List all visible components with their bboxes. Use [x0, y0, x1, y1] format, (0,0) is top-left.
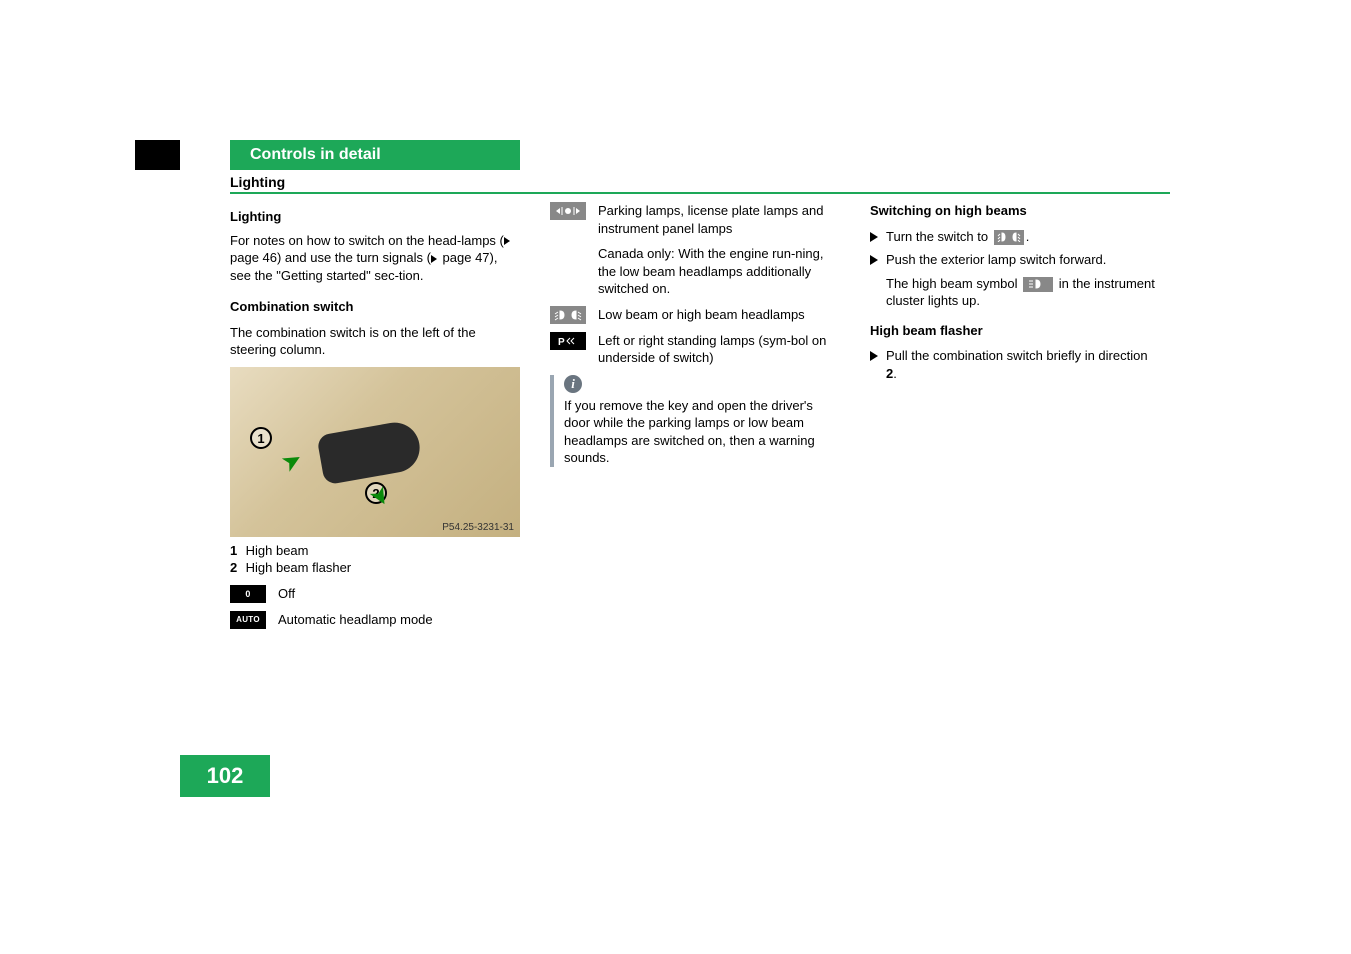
- combination-switch-text: The combination switch is on the left of…: [230, 324, 520, 359]
- intro-ref-1: page 46) and use the turn signals (: [230, 250, 431, 265]
- switch-pos-auto-row: AUTO Automatic headlamp mode: [230, 611, 520, 629]
- page-number: 102: [180, 755, 270, 797]
- parking-lamps-block: Parking lamps, license plate lamps and i…: [598, 202, 840, 298]
- hb-step-2: Push the exterior lamp switch forward. T…: [870, 251, 1160, 310]
- column-3: Switching on high beams Turn the switch …: [870, 202, 1160, 637]
- figure-stalk: [316, 419, 423, 486]
- hbf-step-1: Pull the combination switch briefly in d…: [870, 347, 1160, 382]
- column-1: Lighting For notes on how to switch on t…: [230, 202, 520, 637]
- switch-pos-off-row: 0 Off: [230, 585, 520, 603]
- standing-lamps-text: Left or right standing lamps (sym-bol on…: [598, 332, 840, 367]
- combination-switch-figure: 1 2 ➤ ➤ P54.25-3231-31: [230, 367, 520, 537]
- legend-row-1: 1 High beam: [230, 543, 520, 558]
- switch-pos-parking-row: Parking lamps, license plate lamps and i…: [550, 202, 840, 298]
- step-triangle-icon: [870, 255, 878, 265]
- figure-code: P54.25-3231-31: [442, 522, 514, 533]
- hbf-step-text: Pull the combination switch briefly in d…: [886, 347, 1160, 382]
- hbf-step-c: .: [893, 366, 897, 381]
- parking-lamps-text: Parking lamps, license plate lamps and i…: [598, 202, 840, 237]
- ref-triangle-icon: [431, 255, 437, 263]
- hb-step-1b: .: [1026, 229, 1030, 244]
- svg-text:P: P: [558, 337, 565, 347]
- step-triangle-icon: [870, 232, 878, 242]
- lighting-heading: Lighting: [230, 208, 520, 226]
- info-note-text: If you remove the key and open the drive…: [564, 397, 840, 467]
- hb-step-1-text: Turn the switch to .: [886, 228, 1160, 246]
- page-content: Controls in detail Lighting Lighting For…: [180, 140, 1170, 637]
- info-icon: i: [564, 375, 582, 393]
- low-high-beam-icon: [550, 306, 586, 324]
- legend-2-num: 2: [230, 560, 242, 575]
- header-rule: [230, 192, 1170, 194]
- legend-row-2: 2 High beam flasher: [230, 560, 520, 575]
- intro-text-1: For notes on how to switch on the head-l…: [230, 233, 504, 248]
- hbf-step-a: Pull the combination switch briefly in d…: [886, 348, 1148, 363]
- high-beams-heading: Switching on high beams: [870, 202, 1160, 220]
- hb-result-text: The high beam symbol in the instrument c…: [886, 275, 1160, 310]
- high-beam-flasher-heading: High beam flasher: [870, 322, 1160, 340]
- hb-step-1: Turn the switch to .: [870, 228, 1160, 246]
- column-2: Parking lamps, license plate lamps and i…: [550, 202, 840, 637]
- step-triangle-icon: [870, 351, 878, 361]
- legend-1-num: 1: [230, 543, 242, 558]
- info-note-block: i If you remove the key and open the dri…: [550, 375, 840, 467]
- hb-result-a: The high beam symbol: [886, 276, 1021, 291]
- chapter-header: Controls in detail: [230, 140, 520, 170]
- legend-2-text: High beam flasher: [246, 560, 352, 575]
- switch-off-icon: 0: [230, 585, 266, 603]
- low-high-beam-inline-icon: [994, 230, 1024, 245]
- section-header: Lighting: [230, 174, 1170, 190]
- intro-paragraph: For notes on how to switch on the head-l…: [230, 232, 520, 285]
- switch-auto-text: Automatic headlamp mode: [278, 611, 520, 629]
- ref-triangle-icon: [504, 237, 510, 245]
- side-tab: [135, 140, 180, 170]
- hb-step-1a: Turn the switch to: [886, 229, 992, 244]
- parking-lamps-canada-note: Canada only: With the engine run-ning, t…: [598, 245, 840, 298]
- low-high-beam-text: Low beam or high beam headlamps: [598, 306, 840, 324]
- switch-off-text: Off: [278, 585, 520, 603]
- figure-arrow-1: ➤: [276, 444, 308, 479]
- content-columns: Lighting For notes on how to switch on t…: [230, 202, 1170, 637]
- combination-switch-heading: Combination switch: [230, 298, 520, 316]
- hb-step-2-text: Push the exterior lamp switch forward.: [886, 251, 1160, 269]
- parking-lamps-icon: [550, 202, 586, 220]
- figure-marker-1: 1: [250, 427, 272, 449]
- legend-1-text: High beam: [246, 543, 309, 558]
- high-beam-inline-icon: [1023, 277, 1053, 292]
- switch-auto-icon: AUTO: [230, 611, 266, 629]
- standing-lamps-icon: P: [550, 332, 586, 350]
- hb-step-2-block: Push the exterior lamp switch forward. T…: [886, 251, 1160, 310]
- switch-pos-standing-row: P Left or right standing lamps (sym-bol …: [550, 332, 840, 367]
- switch-pos-lowbeam-row: Low beam or high beam headlamps: [550, 306, 840, 324]
